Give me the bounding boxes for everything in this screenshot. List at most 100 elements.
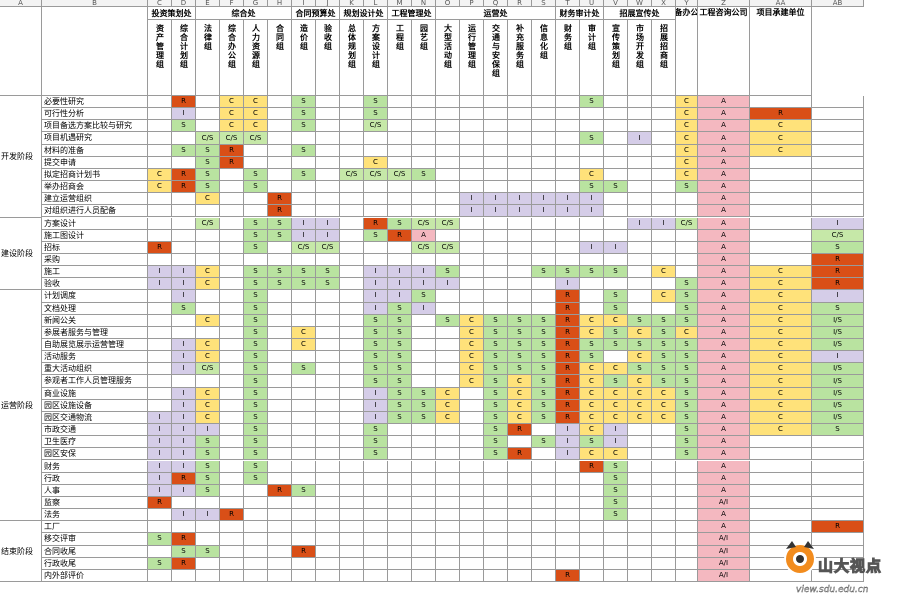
raci-code[interactable]: S <box>244 351 268 364</box>
raci-code[interactable]: S <box>364 108 388 121</box>
raci-code[interactable]: I <box>292 217 316 230</box>
empty-cell[interactable] <box>340 460 364 473</box>
raci-code[interactable]: C <box>604 448 628 461</box>
empty-cell[interactable] <box>604 278 628 291</box>
empty-cell[interactable] <box>196 375 220 388</box>
raci-code[interactable]: C <box>580 399 604 412</box>
raci-code[interactable]: C <box>580 424 604 437</box>
empty-cell[interactable] <box>340 266 364 279</box>
empty-cell[interactable] <box>268 363 292 376</box>
column-letter[interactable]: H <box>268 0 292 7</box>
raci-code[interactable]: C <box>292 339 316 352</box>
raci-code[interactable]: I <box>604 436 628 449</box>
raci-code[interactable]: S <box>580 132 604 145</box>
raci-code[interactable]: C <box>220 120 244 133</box>
empty-cell[interactable] <box>244 545 268 558</box>
empty-cell[interactable] <box>340 193 364 206</box>
raci-code[interactable]: S <box>652 326 676 339</box>
department-header[interactable]: 规划设计处 <box>340 7 388 20</box>
empty-cell[interactable] <box>628 509 652 522</box>
empty-cell[interactable] <box>436 509 460 522</box>
empty-cell[interactable] <box>268 326 292 339</box>
empty-cell[interactable] <box>556 557 580 570</box>
raci-code[interactable]: C <box>750 144 812 157</box>
raci-code[interactable]: A/I <box>698 545 750 558</box>
empty-cell[interactable] <box>436 181 460 194</box>
raci-code[interactable]: C <box>652 266 676 279</box>
empty-cell[interactable] <box>556 545 580 558</box>
empty-cell[interactable] <box>172 193 196 206</box>
empty-cell[interactable] <box>436 339 460 352</box>
empty-cell[interactable] <box>580 545 604 558</box>
raci-code[interactable]: C/S <box>676 217 698 230</box>
empty-cell[interactable] <box>652 132 676 145</box>
empty-cell[interactable] <box>292 424 316 437</box>
raci-code[interactable]: S <box>196 156 220 169</box>
raci-code[interactable]: I <box>388 266 412 279</box>
empty-cell[interactable] <box>196 108 220 121</box>
raci-code[interactable]: C <box>244 108 268 121</box>
empty-cell[interactable] <box>652 545 676 558</box>
raci-code[interactable]: I/S <box>812 363 864 376</box>
raci-code[interactable]: S <box>484 314 508 327</box>
empty-cell[interactable] <box>220 545 244 558</box>
empty-cell[interactable] <box>628 557 652 570</box>
raci-code[interactable]: S <box>244 460 268 473</box>
empty-cell[interactable] <box>628 156 652 169</box>
raci-code[interactable]: A <box>698 205 750 218</box>
raci-code[interactable]: C <box>580 314 604 327</box>
raci-code[interactable]: R <box>172 181 196 194</box>
empty-cell[interactable] <box>412 509 436 522</box>
empty-cell[interactable] <box>532 496 556 510</box>
empty-cell[interactable] <box>412 144 436 157</box>
empty-cell[interactable] <box>268 375 292 388</box>
empty-cell[interactable] <box>508 484 532 497</box>
empty-cell[interactable] <box>388 253 412 267</box>
empty-cell[interactable] <box>628 424 652 437</box>
empty-cell[interactable] <box>148 509 172 522</box>
raci-code[interactable]: S <box>628 314 652 327</box>
raci-code[interactable]: S <box>676 278 698 291</box>
empty-cell[interactable] <box>340 484 364 497</box>
group-header[interactable]: 总体规划组 <box>340 20 364 96</box>
empty-cell[interactable] <box>460 266 484 279</box>
empty-cell[interactable] <box>812 484 864 497</box>
raci-code[interactable]: S <box>484 448 508 461</box>
raci-code[interactable]: I <box>364 399 388 412</box>
empty-cell[interactable] <box>412 314 436 327</box>
empty-cell[interactable] <box>316 314 340 327</box>
column-letter[interactable]: AA <box>750 0 812 7</box>
empty-cell[interactable] <box>316 205 340 218</box>
raci-code[interactable]: S <box>364 314 388 327</box>
empty-cell[interactable] <box>244 144 268 157</box>
empty-cell[interactable] <box>316 496 340 510</box>
raci-code[interactable]: I <box>172 509 196 522</box>
empty-cell[interactable] <box>508 156 532 169</box>
raci-code[interactable]: S <box>532 363 556 376</box>
raci-code[interactable]: A <box>698 120 750 133</box>
raci-code[interactable]: S <box>484 387 508 400</box>
raci-code[interactable]: I/S <box>812 314 864 327</box>
empty-cell[interactable] <box>812 193 864 206</box>
raci-code[interactable]: A <box>698 181 750 194</box>
empty-cell[interactable] <box>316 168 340 182</box>
raci-code[interactable]: S <box>484 375 508 388</box>
empty-cell[interactable] <box>316 156 340 169</box>
empty-cell[interactable] <box>220 229 244 242</box>
empty-cell[interactable] <box>292 290 316 303</box>
raci-code[interactable]: S <box>604 496 628 510</box>
empty-cell[interactable] <box>750 460 812 473</box>
raci-code[interactable]: I <box>508 193 532 206</box>
empty-cell[interactable] <box>436 168 460 182</box>
empty-cell[interactable] <box>196 533 220 546</box>
empty-cell[interactable] <box>436 193 460 206</box>
column-letter[interactable]: J <box>316 0 340 7</box>
empty-cell[interactable] <box>460 521 484 534</box>
empty-cell[interactable] <box>532 569 556 582</box>
raci-code[interactable]: S <box>604 509 628 522</box>
empty-cell[interactable] <box>172 156 196 169</box>
raci-code[interactable]: S <box>196 484 220 497</box>
empty-cell[interactable] <box>148 193 172 206</box>
raci-code[interactable]: C <box>750 363 812 376</box>
raci-code[interactable]: A <box>698 436 750 449</box>
